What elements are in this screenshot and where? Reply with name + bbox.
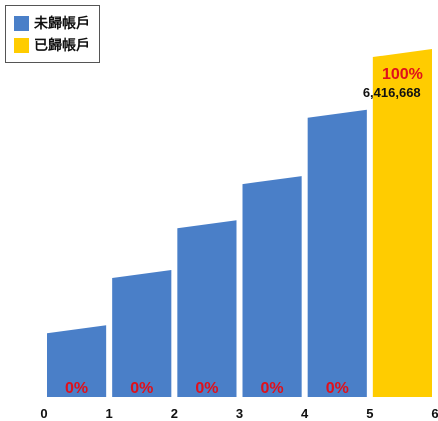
bar-5: [372, 49, 432, 398]
legend-item-assigned: 已歸帳戶: [14, 34, 99, 56]
bar-percent-label-0: 0%: [65, 380, 88, 397]
bar-percent-label-4: 0%: [326, 380, 349, 397]
bar-value-label-5: 6,416,668: [363, 85, 421, 100]
bar-percent-label-1: 0%: [130, 380, 153, 397]
x-tick-0: 0: [40, 406, 47, 421]
x-tick-6: 6: [431, 406, 438, 421]
x-tick-1: 1: [106, 406, 113, 421]
bar-percent-label-5: 100%: [382, 66, 423, 83]
legend-item-unassigned: 未歸帳戶: [14, 12, 99, 34]
bar-4: [307, 109, 367, 398]
bar-2: [177, 220, 237, 397]
x-tick-5: 5: [366, 406, 373, 421]
bar-percent-label-3: 0%: [261, 380, 284, 397]
bars-layer: [47, 49, 432, 398]
bar-0: [47, 325, 107, 397]
x-tick-2: 2: [171, 406, 178, 421]
x-tick-4: 4: [301, 406, 309, 421]
bar-3: [242, 176, 302, 397]
x-tick-labels: 0 1 2 3 4 5 6: [40, 406, 438, 421]
x-tick-3: 3: [236, 406, 243, 421]
legend-swatch-unassigned: [14, 15, 29, 31]
legend-label-assigned: 已歸帳戶: [34, 37, 90, 53]
labels-layer: 0% 0% 0% 0% 0% 100% 6,416,668: [65, 66, 423, 397]
legend-swatch-assigned: [14, 37, 29, 53]
legend-label-unassigned: 未歸帳戶: [34, 15, 90, 31]
bar-percent-label-2: 0%: [195, 380, 218, 397]
chart-legend: 未歸帳戶 已歸帳戶: [5, 5, 100, 63]
bar-1: [112, 269, 172, 397]
